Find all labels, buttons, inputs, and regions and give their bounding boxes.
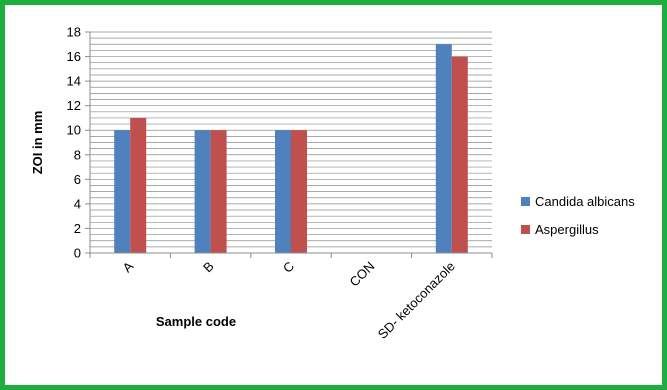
y-tick-labels: 0 2 4 6 8 10 12 14 16 18: [67, 25, 81, 261]
y-tick-label: 12: [67, 98, 81, 113]
bars: [114, 44, 468, 254]
y-tick-label: 18: [67, 25, 81, 40]
x-tick-label: C: [280, 259, 297, 276]
axes: [85, 31, 493, 258]
bar: [451, 56, 468, 254]
y-tick-label: 4: [74, 196, 81, 211]
legend-swatch: [521, 197, 530, 206]
y-axis-title: ZOI in mm: [30, 111, 45, 175]
legend-label: Aspergillus: [535, 222, 599, 237]
x-tick-label: SD- ketoconazole: [375, 259, 458, 342]
y-tick-label: 0: [74, 246, 81, 261]
y-tick-label: 10: [67, 123, 81, 138]
legend-swatch: [521, 225, 530, 234]
y-tick-label: 2: [74, 221, 81, 236]
x-tick-label: A: [120, 258, 137, 275]
bar: [194, 130, 211, 253]
bar: [210, 130, 227, 253]
x-tick-label: B: [200, 259, 217, 276]
y-tick-label: 8: [74, 147, 81, 162]
bar: [114, 130, 131, 253]
x-tick-label: CON: [346, 259, 377, 290]
y-tick-label: 16: [67, 49, 81, 64]
legend: Candida albicans Aspergillus: [521, 194, 635, 237]
bar: [291, 130, 307, 253]
y-tick-label: 6: [74, 172, 81, 187]
y-tick-label: 14: [67, 74, 81, 89]
bar: [130, 117, 147, 253]
bar: [435, 44, 452, 253]
bar: [275, 130, 291, 253]
legend-label: Candida albicans: [535, 194, 635, 209]
x-axis-title: Sample code: [156, 314, 236, 329]
